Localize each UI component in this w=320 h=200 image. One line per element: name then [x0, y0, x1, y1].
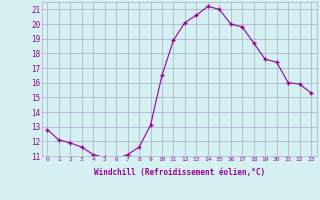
- X-axis label: Windchill (Refroidissement éolien,°C): Windchill (Refroidissement éolien,°C): [94, 168, 265, 177]
